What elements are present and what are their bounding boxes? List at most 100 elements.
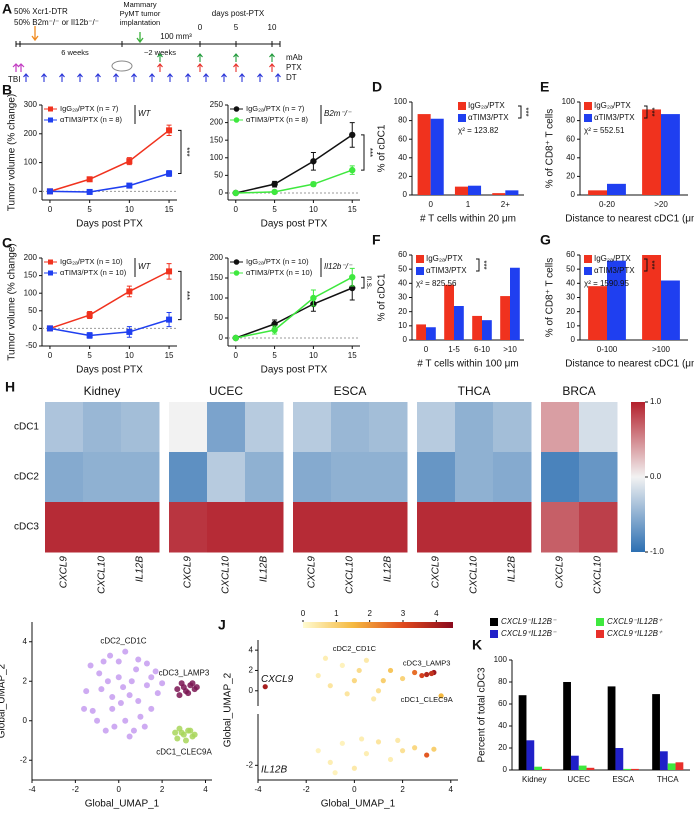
- column-label: CXCL10: [345, 556, 356, 594]
- cluster-label: cDC1_CLEC9A: [156, 748, 212, 757]
- row-label: cDC1: [14, 422, 39, 433]
- cluster-label: cDC1_CLEC9A: [401, 695, 453, 704]
- legend-swatch: [458, 102, 466, 110]
- y-tick-label: 100: [24, 158, 38, 167]
- bar: [607, 183, 626, 195]
- treatment-arrow: [233, 53, 239, 62]
- significance-label: ***: [479, 260, 488, 269]
- treatment-arrow: [275, 73, 281, 82]
- point: [185, 690, 192, 697]
- x-axis-label: Days post PTX: [261, 219, 328, 230]
- legend-swatch: [596, 618, 604, 626]
- heatmap-cell: [245, 402, 284, 453]
- x-tick-label: 1: [466, 200, 471, 209]
- marker: [86, 188, 93, 195]
- panel-letter: H: [5, 379, 15, 395]
- bar: [607, 686, 616, 770]
- heatmap-cell: [493, 502, 532, 553]
- significance-label: ***: [182, 147, 191, 156]
- x-axis-label: Days post PTX: [76, 219, 143, 230]
- point: [371, 696, 377, 702]
- treatment-label: mAb: [286, 53, 303, 62]
- heatmap-cell: [493, 402, 532, 453]
- y-tick-label: 0: [571, 335, 576, 344]
- y-tick-label: 20: [566, 172, 575, 181]
- column-label: IL12B: [259, 556, 270, 582]
- column-label: CXCL9: [307, 556, 318, 589]
- legend-swatch: [596, 630, 604, 638]
- marker: [232, 189, 239, 197]
- point: [87, 662, 94, 669]
- y-tick-label: 20: [398, 172, 407, 181]
- point: [98, 686, 105, 693]
- bar: [578, 765, 587, 770]
- point: [180, 684, 187, 691]
- bar: [454, 186, 468, 195]
- heatmap-cell: [579, 452, 618, 503]
- y-tick-label: 100: [494, 655, 508, 664]
- point: [327, 759, 333, 766]
- colorbar: [631, 402, 645, 552]
- legend-label: IgG₂ₐ/PTX (n = 7): [60, 104, 119, 113]
- treatment-arrow: [185, 73, 191, 82]
- point: [327, 683, 333, 689]
- point: [122, 648, 129, 655]
- x-tick-label: 1-5: [448, 345, 460, 354]
- treatment-arrow: [157, 63, 163, 72]
- heatmap-cell: [83, 452, 122, 503]
- x-tick-label: 0: [48, 351, 53, 360]
- heatmap-cell: [83, 402, 122, 453]
- legend-label: CXCL9⁺IL12B⁺: [607, 629, 663, 638]
- bar: [623, 768, 632, 770]
- heatmap-cell: [169, 502, 208, 553]
- treatment-arrow: [167, 73, 173, 82]
- cluster-label: cDC3_LAMP3: [159, 668, 210, 677]
- y-tick-label: 0: [33, 186, 38, 195]
- legend-label: IgG₂ₐ/PTX: [468, 101, 505, 110]
- treatment-arrow: [221, 73, 227, 82]
- bar: [642, 255, 661, 340]
- point: [380, 678, 386, 684]
- heatmap-cell: [579, 502, 618, 553]
- y-tick-label: 0: [503, 765, 508, 774]
- heatmap-cell: [541, 452, 580, 503]
- y-tick-label: 10: [398, 321, 407, 330]
- statistic-label: χ² = 825.56: [416, 279, 457, 288]
- heatmap-cell: [331, 452, 370, 503]
- point: [332, 770, 338, 776]
- point: [176, 692, 183, 699]
- point: [154, 690, 161, 697]
- point: [375, 688, 382, 694]
- x-tick-label: 10: [125, 351, 134, 360]
- interval-label: ~2 weeks: [144, 48, 176, 57]
- day-label: 0: [198, 23, 203, 32]
- bar: [588, 286, 607, 340]
- heatmap-cell: [417, 502, 456, 553]
- colorbar-label: 3: [401, 609, 406, 618]
- heatmap-cell: [369, 402, 408, 453]
- heatmap-cell: [541, 502, 580, 553]
- marker: [271, 326, 278, 334]
- marker: [166, 268, 173, 275]
- column-label: IL12B: [383, 556, 394, 582]
- point: [322, 655, 329, 661]
- row-label: cDC2: [14, 472, 39, 483]
- point: [133, 666, 140, 673]
- panel-letter: D: [372, 79, 382, 95]
- bar: [417, 114, 431, 195]
- y-tick-label: 50: [398, 264, 407, 273]
- point: [120, 684, 127, 691]
- legend-swatch: [416, 255, 424, 263]
- treatment-arrow: [95, 73, 101, 82]
- x-axis-label: Distance to nearest cDC1 (μm): [565, 359, 694, 370]
- treatment-arrow: [131, 73, 137, 82]
- x-tick-label: 15: [348, 351, 357, 360]
- y-tick-label: 0: [23, 716, 28, 725]
- point: [363, 751, 370, 757]
- legend-swatch: [584, 114, 592, 122]
- tbi-label: TBI: [8, 75, 20, 84]
- genotype-label: B2m⁻/⁻: [324, 109, 352, 118]
- point: [104, 678, 111, 685]
- point: [424, 671, 430, 678]
- x-axis-label: # T cells within 20 μm: [420, 214, 516, 225]
